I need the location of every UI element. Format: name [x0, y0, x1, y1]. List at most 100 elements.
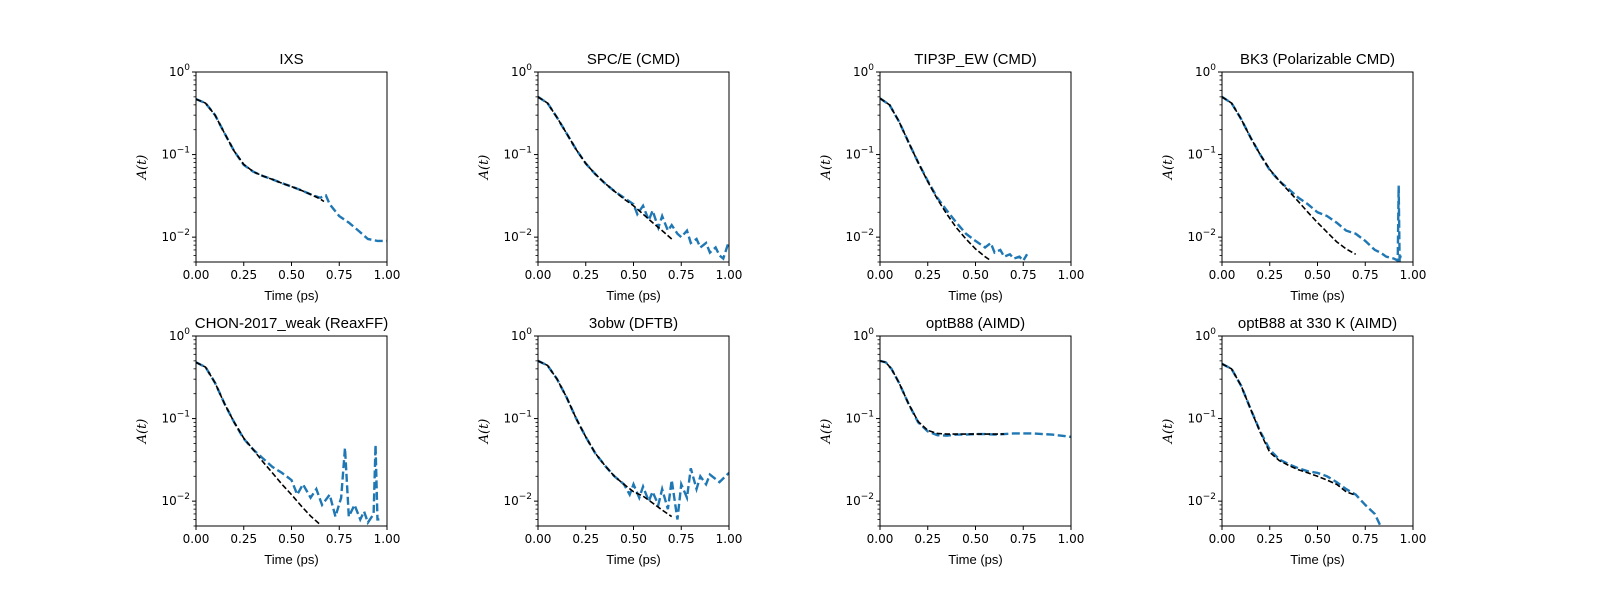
x-tick-label: 1.00	[716, 268, 743, 282]
y-tick-label: 100	[853, 327, 874, 343]
x-tick-label: 1.00	[716, 532, 743, 546]
y-tick-label: 100	[169, 63, 190, 79]
x-tick-label: 0.00	[867, 268, 894, 282]
y-tick-label: 100	[169, 327, 190, 343]
axes-frame	[879, 335, 1072, 527]
x-axis-label: Time (ps)	[606, 552, 660, 567]
fit-series-line	[1222, 363, 1355, 496]
x-tick-label: 0.75	[1352, 532, 1379, 546]
y-tick-label: 100	[511, 327, 532, 343]
x-tick-label: 0.50	[620, 532, 647, 546]
axes-frame	[1221, 335, 1414, 527]
x-tick-label: 0.50	[962, 268, 989, 282]
x-tick-label: 0.00	[525, 268, 552, 282]
x-tick-label: 1.00	[1400, 532, 1427, 546]
y-axis-label: A(t)	[477, 419, 492, 445]
y-tick-label: 10−1	[503, 146, 532, 162]
y-tick-label: 10−2	[1187, 228, 1216, 244]
y-tick-label: 100	[511, 63, 532, 79]
x-tick-label: 0.25	[230, 268, 257, 282]
x-axis-label: Time (ps)	[1290, 552, 1344, 567]
y-axis-label: A(t)	[1161, 419, 1176, 445]
axes-frame	[537, 71, 730, 263]
x-tick-label: 0.50	[962, 532, 989, 546]
axes-frame	[195, 335, 388, 527]
y-tick-label: 10−2	[503, 228, 532, 244]
subplot-title: optB88 at 330 K (AIMD)	[1238, 315, 1397, 332]
x-tick-label: 0.25	[572, 268, 599, 282]
y-axis-label: A(t)	[819, 155, 834, 181]
y-tick-label: 10−1	[845, 410, 874, 426]
subplot-7: 0.00 0.25 0.50 0.75 1.00 10−2 10−1 100 optB88 (A…	[819, 315, 1084, 567]
y-tick-label: 10−1	[845, 146, 874, 162]
x-tick-label: 0.50	[620, 268, 647, 282]
x-tick-label: 0.00	[183, 268, 210, 282]
x-tick-label: 1.00	[1400, 268, 1427, 282]
subplot-title: CHON-2017_weak (ReaxFF)	[195, 315, 388, 332]
y-tick-label: 10−2	[845, 228, 874, 244]
axes-frame	[537, 335, 730, 527]
fit-series-line	[880, 360, 1005, 435]
x-tick-label: 0.25	[1256, 532, 1283, 546]
subplot-2: 0.00 0.25 0.50 0.75 1.00 10−2 10−1 100 SPC/E (CM…	[477, 51, 742, 303]
data-series-line	[880, 97, 1029, 262]
x-tick-label: 0.75	[668, 268, 695, 282]
subplot-title: SPC/E (CMD)	[587, 51, 680, 68]
x-tick-label: 0.50	[278, 268, 305, 282]
y-tick-label: 10−2	[1187, 492, 1216, 508]
subplot-title: BK3 (Polarizable CMD)	[1240, 51, 1395, 68]
y-axis-label: A(t)	[135, 419, 150, 445]
subplot-title: TIP3P_EW (CMD)	[914, 51, 1037, 68]
x-tick-label: 0.00	[1209, 532, 1236, 546]
x-tick-label: 0.75	[326, 268, 353, 282]
data-series-line	[538, 95, 729, 261]
x-tick-label: 0.25	[230, 532, 257, 546]
x-axis-label: Time (ps)	[606, 288, 660, 303]
y-tick-label: 10−1	[503, 410, 532, 426]
y-tick-label: 10−1	[161, 410, 190, 426]
data-series-line	[1222, 362, 1382, 526]
x-tick-label: 0.75	[1352, 268, 1379, 282]
x-axis-label: Time (ps)	[948, 288, 1002, 303]
y-tick-label: 10−1	[161, 146, 190, 162]
y-tick-label: 10−1	[1187, 410, 1216, 426]
y-axis-label: A(t)	[1161, 155, 1176, 181]
fit-series-line	[538, 360, 673, 518]
y-tick-label: 10−2	[845, 492, 874, 508]
x-axis-label: Time (ps)	[1290, 288, 1344, 303]
data-series-line	[880, 359, 1071, 439]
fit-series-line	[196, 98, 325, 203]
subplot-3: 0.00 0.25 0.50 0.75 1.00 10−2 10−1 100 TIP3P_EW …	[819, 51, 1084, 303]
x-tick-label: 0.50	[278, 532, 305, 546]
y-axis-label: A(t)	[477, 155, 492, 181]
subplot-title: optB88 (AIMD)	[926, 315, 1025, 332]
x-tick-label: 0.50	[1304, 268, 1331, 282]
x-tick-label: 0.25	[914, 532, 941, 546]
x-tick-label: 0.25	[1256, 268, 1283, 282]
y-tick-label: 10−1	[1187, 146, 1216, 162]
x-tick-label: 0.75	[326, 532, 353, 546]
data-series-line	[538, 359, 729, 520]
axes-frame	[195, 71, 388, 263]
x-tick-label: 0.00	[525, 532, 552, 546]
data-series-line	[196, 97, 387, 243]
subplot-title: IXS	[279, 51, 303, 68]
x-tick-label: 0.75	[1010, 532, 1037, 546]
x-tick-label: 0.75	[668, 532, 695, 546]
subplot-6: 0.00 0.25 0.50 0.75 1.00 10−2 10−1 100 3obw (DFT…	[477, 315, 742, 567]
subplot-4: 0.00 0.25 0.50 0.75 1.00 10−2 10−1 100 BK3 (Pola…	[1161, 51, 1426, 303]
y-tick-label: 100	[853, 63, 874, 79]
x-axis-label: Time (ps)	[264, 552, 318, 567]
data-series-line	[1222, 95, 1402, 262]
x-tick-label: 0.75	[1010, 268, 1037, 282]
x-tick-label: 1.00	[374, 268, 401, 282]
x-axis-label: Time (ps)	[948, 552, 1002, 567]
y-tick-label: 100	[1195, 63, 1216, 79]
fit-series-line	[538, 96, 673, 240]
x-tick-label: 0.00	[183, 532, 210, 546]
x-tick-label: 1.00	[374, 532, 401, 546]
x-tick-label: 0.50	[1304, 532, 1331, 546]
y-tick-label: 10−2	[161, 228, 190, 244]
x-tick-label: 1.00	[1058, 532, 1085, 546]
